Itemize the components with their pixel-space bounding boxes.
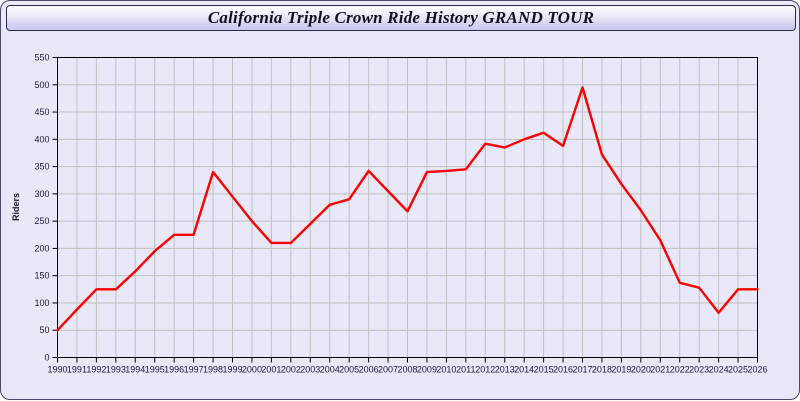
y-tick-label: 50 — [39, 325, 49, 335]
x-tick-label: 1999 — [222, 365, 242, 375]
gridlines — [57, 57, 758, 358]
x-tick-label: 2000 — [242, 365, 262, 375]
x-tick-label: 2007 — [378, 365, 398, 375]
x-tick-label: 2006 — [359, 365, 379, 375]
x-tick-label: 2024 — [709, 365, 729, 375]
y-tick-label: 0 — [44, 353, 49, 363]
y-tick-label: 500 — [34, 80, 49, 90]
plot-border — [57, 57, 758, 358]
x-tick-label: 1991 — [67, 365, 87, 375]
x-tick-label: 2016 — [553, 365, 573, 375]
title-bar: California Triple Crown Ride History GRA… — [6, 5, 796, 31]
x-tick-label: 2020 — [631, 365, 651, 375]
y-axis-label: Riders — [11, 193, 21, 221]
x-tick-label: 2021 — [650, 365, 670, 375]
x-axis-ticks: 1990 1991 1992 1993 1994 1995 1996 1997 1998 1999… — [47, 357, 768, 375]
series-line-riders — [56, 86, 759, 332]
page-title: California Triple Crown Ride History GRA… — [207, 8, 595, 27]
x-tick-label: 2022 — [670, 365, 690, 375]
y-tick-label: 200 — [34, 243, 49, 253]
x-tick-label: 2015 — [534, 365, 554, 375]
y-tick-label: 350 — [34, 162, 49, 172]
x-tick-label: 1993 — [106, 365, 126, 375]
x-tick-label: 1995 — [145, 365, 165, 375]
y-tick-label: 100 — [34, 298, 49, 308]
x-tick-label: 1992 — [86, 365, 106, 375]
x-tick-label: 2013 — [495, 365, 515, 375]
x-tick-label: 2001 — [261, 365, 281, 375]
x-tick-label: 1997 — [184, 365, 204, 375]
x-tick-label: 2009 — [417, 365, 437, 375]
x-tick-label: 2026 — [747, 365, 767, 375]
x-tick-label: 2002 — [281, 365, 301, 375]
x-tick-label: 1994 — [125, 365, 145, 375]
y-tick-label: 450 — [34, 107, 49, 117]
x-tick-label: 1998 — [203, 365, 223, 375]
x-tick-label: 2011 — [456, 365, 475, 375]
x-tick-label: 2014 — [514, 365, 534, 375]
x-tick-label: 2012 — [475, 365, 495, 375]
x-tick-label: 1990 — [47, 365, 67, 375]
x-tick-label: 2005 — [339, 365, 359, 375]
x-tick-label: 2018 — [592, 365, 612, 375]
x-tick-label: 2017 — [572, 365, 592, 375]
y-axis-ticks: 0 50 100 150 200 250 300 350 400 450 500 550 — [34, 53, 58, 363]
x-tick-label: 2023 — [689, 365, 709, 375]
y-tick-label: 150 — [34, 271, 49, 281]
x-tick-label: 2008 — [397, 365, 417, 375]
x-tick-label: 2010 — [436, 365, 456, 375]
y-tick-label: 250 — [34, 216, 49, 226]
x-tick-label: 2025 — [728, 365, 748, 375]
x-tick-label: 2019 — [611, 365, 631, 375]
x-tick-label: 2003 — [300, 365, 320, 375]
y-tick-label: 400 — [34, 134, 49, 144]
x-tick-label: 1996 — [164, 365, 184, 375]
x-tick-label: 2004 — [320, 365, 340, 375]
plot-area: 0 50 100 150 200 250 300 350 400 450 500 550 1990 19… — [1, 35, 800, 401]
y-tick-label: 300 — [34, 189, 49, 199]
y-tick-label: 550 — [34, 53, 49, 63]
